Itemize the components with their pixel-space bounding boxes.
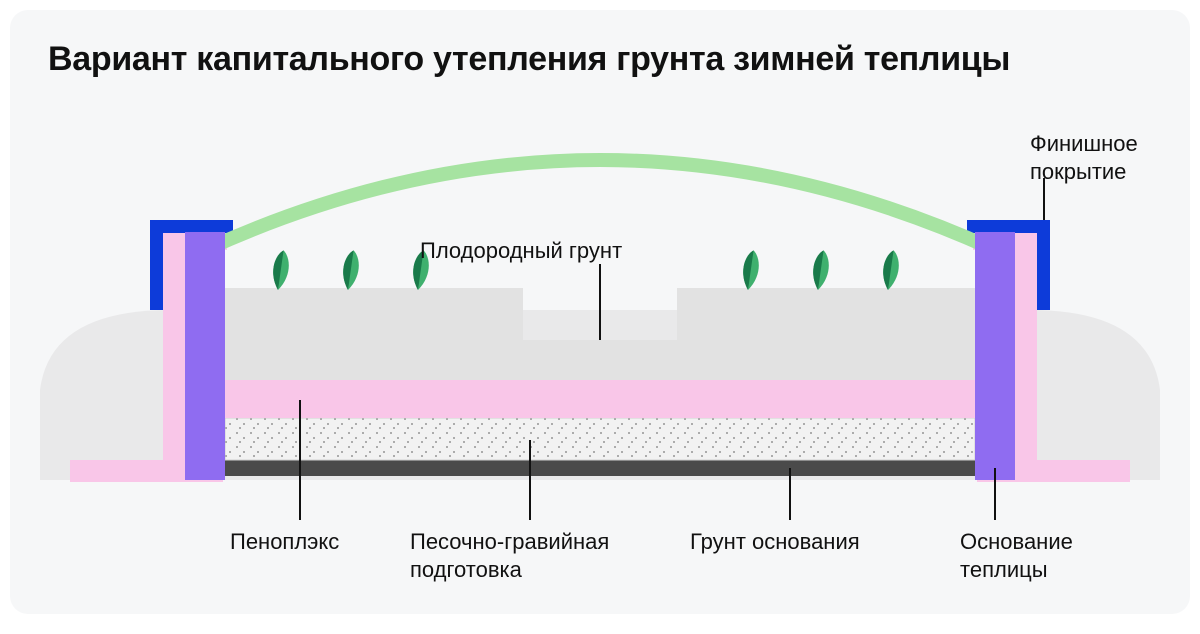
- leaves-right: [741, 249, 902, 291]
- penoplex-layer: [225, 380, 975, 418]
- label-penoplex: Пеноплэкс: [230, 528, 339, 556]
- pillar-left: [185, 232, 225, 480]
- base-ground-layer: [225, 460, 975, 476]
- label-finish: Финишное покрытие: [1030, 130, 1138, 185]
- label-fertile-soil: Плодородный грунт: [420, 237, 622, 265]
- label-base-soil: Грунт основания: [690, 528, 860, 556]
- label-sand-gravel: Песочно-гравийная подготовка: [410, 528, 609, 583]
- leaves-left: [271, 249, 432, 291]
- sand-gravel-layer: [225, 418, 975, 460]
- label-greenhouse-base: Основание теплицы: [960, 528, 1073, 583]
- diagram-card: Вариант капитального утепления грунта зи…: [10, 10, 1190, 614]
- pillar-right: [975, 232, 1015, 480]
- greenhouse-diagram: [10, 10, 1190, 614]
